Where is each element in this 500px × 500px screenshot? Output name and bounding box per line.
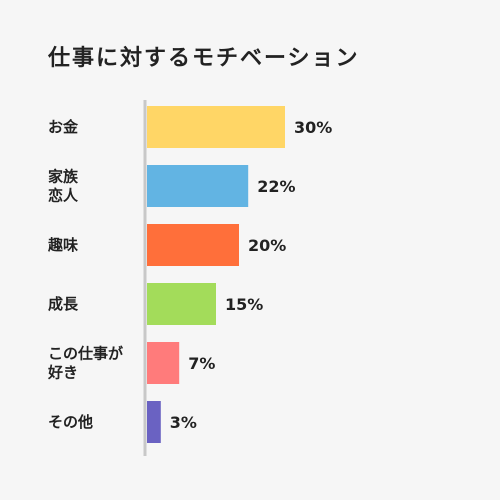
value-label-3: 15% (225, 295, 263, 314)
value-labels: 30% 22% 20% 15% 7% 3% (170, 118, 332, 432)
bar-4 (147, 342, 180, 384)
category-label-0: お金 (48, 118, 79, 136)
bar-3 (147, 283, 216, 325)
bar-2 (147, 224, 239, 266)
category-label-1: 家族恋人 (48, 168, 79, 205)
value-label-2: 20% (248, 236, 286, 255)
chart-title: 仕事に対するモチベーション (48, 46, 360, 71)
category-label-4: この仕事が好き (47, 345, 124, 382)
value-label-0: 30% (294, 118, 332, 137)
value-label-5: 3% (170, 413, 197, 432)
bars-layer (147, 106, 285, 443)
bar-5 (147, 401, 161, 443)
category-label-5: その他 (48, 413, 93, 431)
bar-0 (147, 106, 285, 148)
category-label-2: 趣味 (47, 236, 78, 254)
bar-1 (147, 165, 249, 207)
value-label-1: 22% (257, 177, 295, 196)
value-label-4: 7% (188, 354, 215, 373)
category-label-3: 成長 (48, 295, 79, 313)
